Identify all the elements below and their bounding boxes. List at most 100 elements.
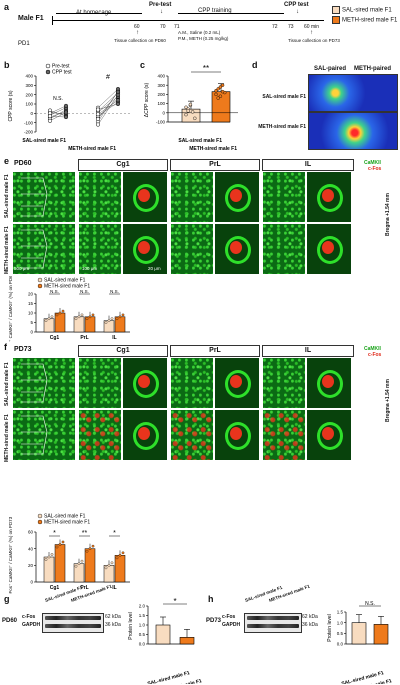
panel-e-field-image xyxy=(78,223,122,275)
panel-f-zoom-image xyxy=(306,409,352,461)
chart-f-legend-label: METH-sired male F1 xyxy=(44,520,90,526)
chart-e-point xyxy=(80,313,84,317)
chart-f-ytick-label: 40 xyxy=(28,546,34,551)
chart-e-point xyxy=(47,317,51,321)
chart-c-point xyxy=(186,109,190,113)
chart-b-pre-point xyxy=(47,114,53,119)
tick-60: 60 xyxy=(134,24,140,30)
chart-e-point xyxy=(55,313,59,317)
chart-e-sig: N.S. xyxy=(110,289,119,294)
chart-c-point xyxy=(214,92,218,97)
chart-f-point xyxy=(85,549,89,553)
chart-e-point xyxy=(61,309,65,313)
panel-g-kda-36: 36 kDa xyxy=(105,622,121,628)
panel-e-label: e xyxy=(4,156,10,166)
chart-b-ytick-label: -200 xyxy=(24,130,34,135)
chart-b-pair-line xyxy=(97,91,119,120)
chart-e-sig: N.S. xyxy=(50,289,59,294)
chart-b-sig: N.S. xyxy=(53,96,63,102)
chart-f-point xyxy=(115,556,119,560)
heat-row-meth: METH-sired male F1 xyxy=(258,124,306,130)
panel-f-field-image xyxy=(78,357,122,409)
chart-b-group-label: METH-sired male F1 xyxy=(68,146,116,152)
chart-g-ytick-label: 0.5 xyxy=(139,632,146,637)
tissue-pd60: Tissue collection on PD60 xyxy=(114,38,166,43)
panel-f-stain-red: c-Fos xyxy=(368,352,382,358)
chart-b-ytick-label: 100 xyxy=(25,102,33,107)
panel-f-overview-image xyxy=(12,409,76,461)
chart-b-pair-line xyxy=(49,105,67,114)
chart-b-legend-pre-marker xyxy=(45,63,51,69)
chart-f-point xyxy=(118,553,122,557)
panel-b-label: b xyxy=(4,60,10,70)
chart-b-ytick-label: 300 xyxy=(25,83,33,88)
chart-b-legend-pre: Pre-test xyxy=(52,64,70,70)
training-pm: P.M., METH (0.25 mg/kg) xyxy=(178,36,229,41)
chart-b-sig: # xyxy=(106,74,110,81)
panel-f-field-image xyxy=(78,409,122,461)
panel-f-zoom-image xyxy=(214,357,260,409)
timeline-subject: Male F1 xyxy=(18,15,44,22)
chart-b-cpp-point xyxy=(115,101,121,107)
panel-g-label: g xyxy=(4,594,10,604)
panel-g-row-cfos: c-Fos xyxy=(22,614,36,620)
panel-e-row-sal: SAL-sired male F1 xyxy=(4,174,10,218)
chart-e-point xyxy=(77,315,81,319)
homecage-bracket xyxy=(56,13,142,14)
chart-b-cpp-point xyxy=(63,115,69,120)
panel-e-region-il: IL xyxy=(262,159,354,171)
chart-h-ytick-label: 0.0 xyxy=(337,642,344,647)
chart-c-ytick-label: 400 xyxy=(157,74,165,79)
chart-e-ytick-label: 20 xyxy=(28,292,34,297)
cpptest-arrow: ↓ xyxy=(296,9,299,15)
panel-h-label: h xyxy=(208,594,214,604)
timeline-legend: SAL-sired male F1 METH-sired male F1 xyxy=(332,6,397,24)
timeline: Male F1 PD1 At homecage Pre-test ↓ CPP t… xyxy=(16,2,398,56)
legend-meth: METH-sired male F1 xyxy=(332,16,397,24)
chart-b-pair-line xyxy=(97,103,119,110)
panel-e-zoom-image xyxy=(306,171,352,223)
chart-f-bar xyxy=(114,555,126,583)
training-bracket xyxy=(178,13,284,14)
chart-e-point xyxy=(44,319,48,322)
panel-e-field-image xyxy=(262,223,306,275)
panel-e-zoom-image xyxy=(122,223,168,275)
panel-e-zoom-image xyxy=(214,223,260,275)
chart-c-point xyxy=(193,116,197,121)
chart-f-ytick-label: 0 xyxy=(30,580,33,585)
chart-f-point xyxy=(121,551,125,555)
timeline-pretest: Pre-test xyxy=(149,2,172,8)
chart-h-ytick-label: 1.5 xyxy=(337,610,344,615)
chart-c-point xyxy=(218,85,223,89)
chart-f-point xyxy=(107,563,111,567)
chart-c-sig: ** xyxy=(203,64,209,73)
chart-c-ylabel: ΔCPP score (s) xyxy=(144,82,150,117)
panel-g-kda-62: 62 kDa xyxy=(105,614,121,620)
panel-e-stain-red: c-Fos xyxy=(368,166,382,172)
tissue-pd73: Tissue collection on PD73 xyxy=(288,38,340,43)
chart-f-point xyxy=(104,566,108,570)
chart-e-ylabel: c-Fos⁺ CaMKII⁺ / CaMKII⁺ (%) on PD60 xyxy=(8,276,13,342)
chart-f-point xyxy=(61,540,65,544)
chart-e-point xyxy=(115,317,119,321)
chart-f-bar xyxy=(54,544,66,583)
chart-f-point xyxy=(91,544,95,548)
chart-c-ytick-label: -100 xyxy=(156,120,166,125)
chart-c-ytick-label: 300 xyxy=(157,83,165,88)
chart-c-point xyxy=(214,89,218,93)
panel-e-stain-green: CaMKII xyxy=(364,160,381,166)
chart-h-ytick-label: 0.5 xyxy=(337,631,344,636)
panel-e-field-image xyxy=(170,223,214,275)
chart-c-ytick-label: 0 xyxy=(162,110,165,115)
panel-f-region-il: IL xyxy=(262,345,354,357)
panel-h-row-cfos: c-Fos xyxy=(222,614,236,620)
chart-f-legend-label: SAL-sired male F1 xyxy=(44,514,86,520)
chart-f-legend-marker xyxy=(37,519,43,525)
chart-c-point xyxy=(218,94,223,98)
chart-e-legend-label: SAL-sired male F1 xyxy=(44,278,86,284)
chart-b-group-label: SAL-sired male F1 xyxy=(22,138,66,144)
chart-b-pre-point xyxy=(95,107,101,112)
chart-g-bar xyxy=(155,624,171,645)
chart-f-point xyxy=(77,562,81,566)
